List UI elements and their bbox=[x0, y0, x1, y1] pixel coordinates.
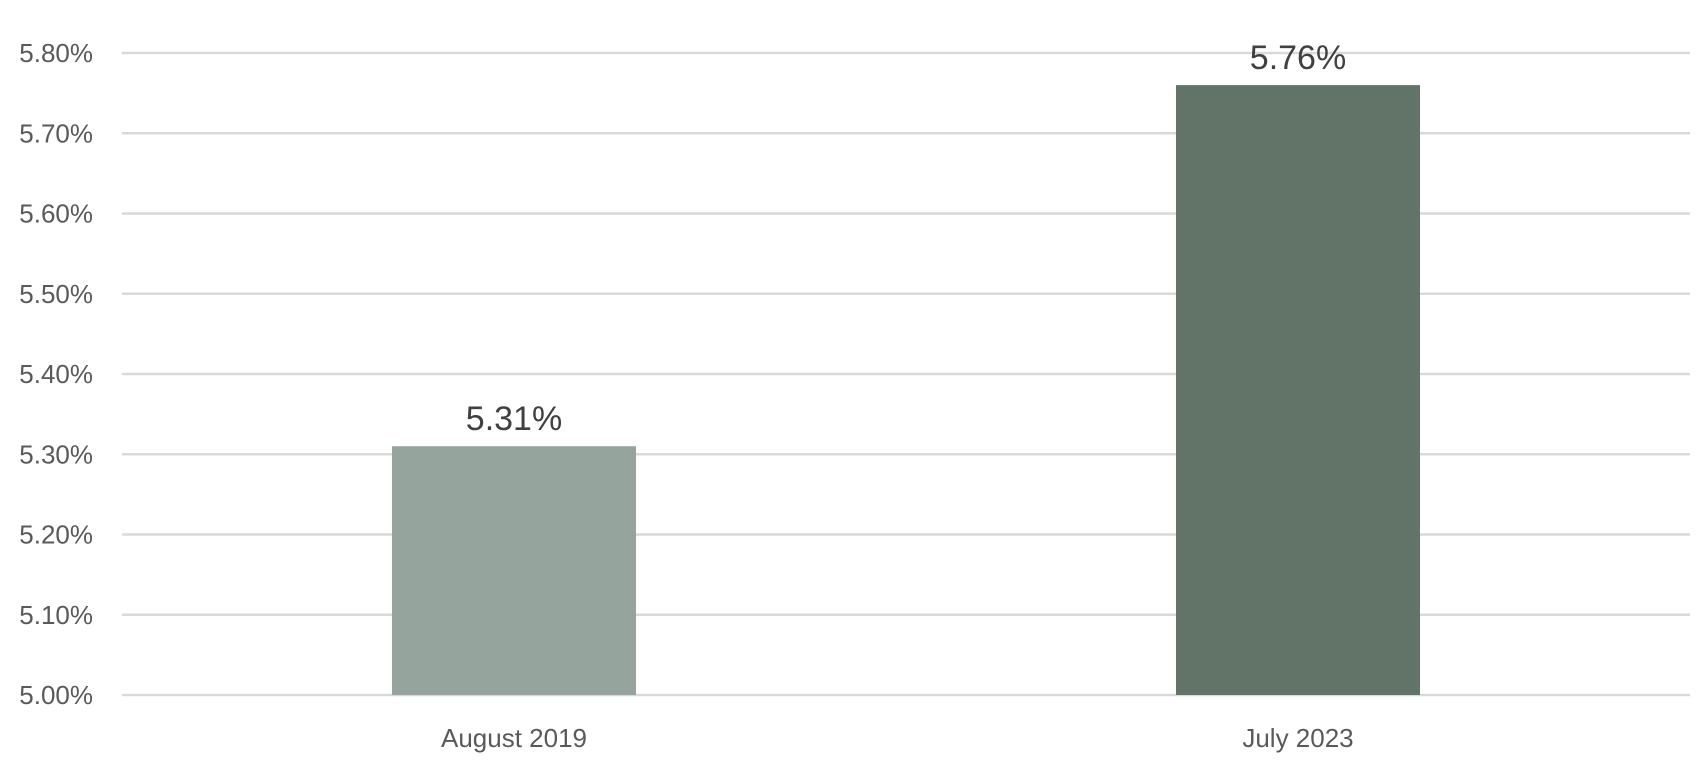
bar-1 bbox=[1176, 85, 1420, 696]
category-label-1: July 2023 bbox=[1242, 723, 1353, 753]
data-label-0: 5.31% bbox=[466, 400, 562, 438]
y-tick-label: 5.20% bbox=[19, 520, 93, 550]
y-tick-label: 5.60% bbox=[19, 199, 93, 229]
y-tick-label: 5.10% bbox=[19, 600, 93, 630]
y-tick-label: 5.80% bbox=[19, 38, 93, 68]
x-axis-category-labels: August 2019 July 2023 bbox=[441, 723, 1354, 753]
gridlines bbox=[122, 51, 1690, 697]
y-tick-label: 5.50% bbox=[19, 279, 93, 309]
data-labels: 5.31% 5.76% bbox=[466, 39, 1346, 438]
y-tick-label: 5.40% bbox=[19, 359, 93, 389]
y-axis-tick-labels: 5.00% 5.10% 5.20% 5.30% 5.40% 5.50% 5.60% 5.70%… bbox=[19, 38, 93, 710]
y-tick-label: 5.00% bbox=[19, 680, 93, 710]
category-label-0: August 2019 bbox=[441, 723, 587, 753]
data-label-1: 5.76% bbox=[1250, 39, 1346, 77]
y-tick-label: 5.70% bbox=[19, 118, 93, 148]
bar-0 bbox=[392, 446, 636, 695]
y-tick-label: 5.30% bbox=[19, 439, 93, 469]
bars bbox=[392, 85, 1420, 696]
